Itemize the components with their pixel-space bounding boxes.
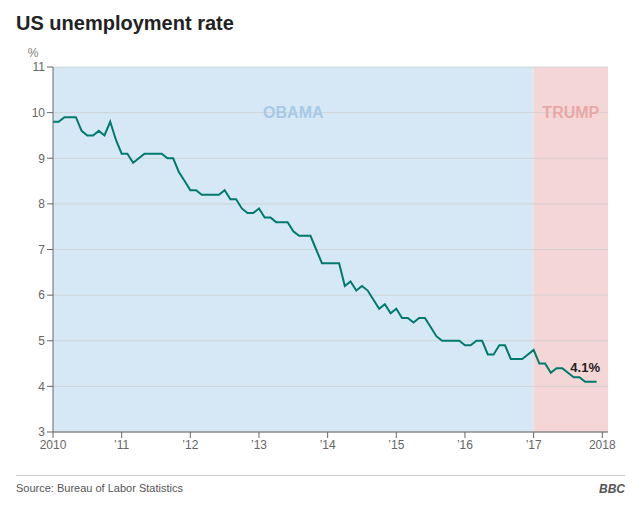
svg-text:OBAMA: OBAMA xyxy=(263,104,324,121)
svg-text:11: 11 xyxy=(33,60,46,74)
svg-text:%: % xyxy=(28,46,39,60)
svg-text:’15: ’15 xyxy=(388,438,404,452)
svg-text:5: 5 xyxy=(38,334,45,348)
html-text:US unemployment rate: US unemployment rate xyxy=(16,12,234,34)
svg-text:8: 8 xyxy=(38,197,45,211)
html-text:Source: Bureau of Labor Statis: Source: Bureau of Labor Statistics xyxy=(16,482,183,494)
svg-text:’16: ’16 xyxy=(457,438,473,452)
svg-text:10: 10 xyxy=(32,106,46,120)
svg-text:TRUMP: TRUMP xyxy=(542,104,599,121)
svg-text:4.1%: 4.1% xyxy=(570,360,600,375)
svg-text:’17: ’17 xyxy=(526,438,542,452)
svg-text:2010: 2010 xyxy=(40,438,67,452)
svg-text:6: 6 xyxy=(38,288,45,302)
svg-text:9: 9 xyxy=(38,152,45,166)
html-text:BBC: BBC xyxy=(599,482,625,496)
svg-text:4: 4 xyxy=(38,380,45,394)
svg-text:2018: 2018 xyxy=(589,438,616,452)
svg-text:’14: ’14 xyxy=(320,438,336,452)
svg-text:’12: ’12 xyxy=(182,438,198,452)
svg-text:’11: ’11 xyxy=(114,438,129,452)
svg-text:7: 7 xyxy=(38,243,45,257)
svg-text:3: 3 xyxy=(38,425,45,439)
svg-text:’13: ’13 xyxy=(251,438,267,452)
